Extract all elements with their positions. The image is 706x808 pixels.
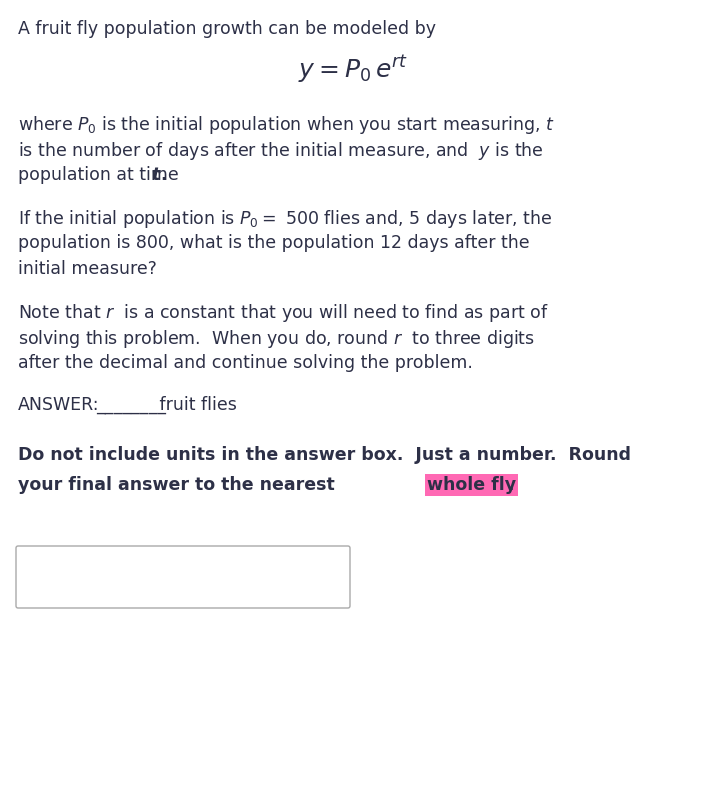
Text: Note that $r$  is a constant that you will need to find as part of: Note that $r$ is a constant that you wil…	[18, 302, 549, 324]
Text: ________: ________	[96, 396, 166, 414]
Text: ANSWER:: ANSWER:	[18, 396, 100, 414]
FancyBboxPatch shape	[16, 546, 350, 608]
Text: .: .	[160, 166, 167, 184]
Text: population at time: population at time	[18, 166, 184, 184]
Text: .: .	[508, 476, 514, 494]
Text: $y = P_0\,e^{rt}$: $y = P_0\,e^{rt}$	[298, 54, 408, 86]
Text: whole fly: whole fly	[426, 476, 516, 494]
Text: A fruit fly population growth can be modeled by: A fruit fly population growth can be mod…	[18, 20, 436, 38]
Text: is the number of days after the initial measure, and  $y$ is the: is the number of days after the initial …	[18, 140, 544, 162]
Text: where $P_0$ is the initial population when you start measuring, $t$: where $P_0$ is the initial population wh…	[18, 114, 555, 136]
Text: fruit flies: fruit flies	[154, 396, 237, 414]
Text: your final answer to the nearest: your final answer to the nearest	[18, 476, 341, 494]
Text: If the initial population is $P_0 =$ 500 flies and, 5 days later, the: If the initial population is $P_0 =$ 500…	[18, 208, 553, 230]
Text: initial measure?: initial measure?	[18, 260, 157, 278]
Text: $\boldsymbol{t}$: $\boldsymbol{t}$	[151, 166, 162, 184]
Text: solving this problem.  When you do, round $r$  to three digits: solving this problem. When you do, round…	[18, 328, 535, 350]
Text: after the decimal and continue solving the problem.: after the decimal and continue solving t…	[18, 354, 473, 372]
Text: Do not include units in the answer box.  Just a number.  Round: Do not include units in the answer box. …	[18, 446, 631, 464]
Text: population is 800, what is the population 12 days after the: population is 800, what is the populatio…	[18, 234, 530, 252]
